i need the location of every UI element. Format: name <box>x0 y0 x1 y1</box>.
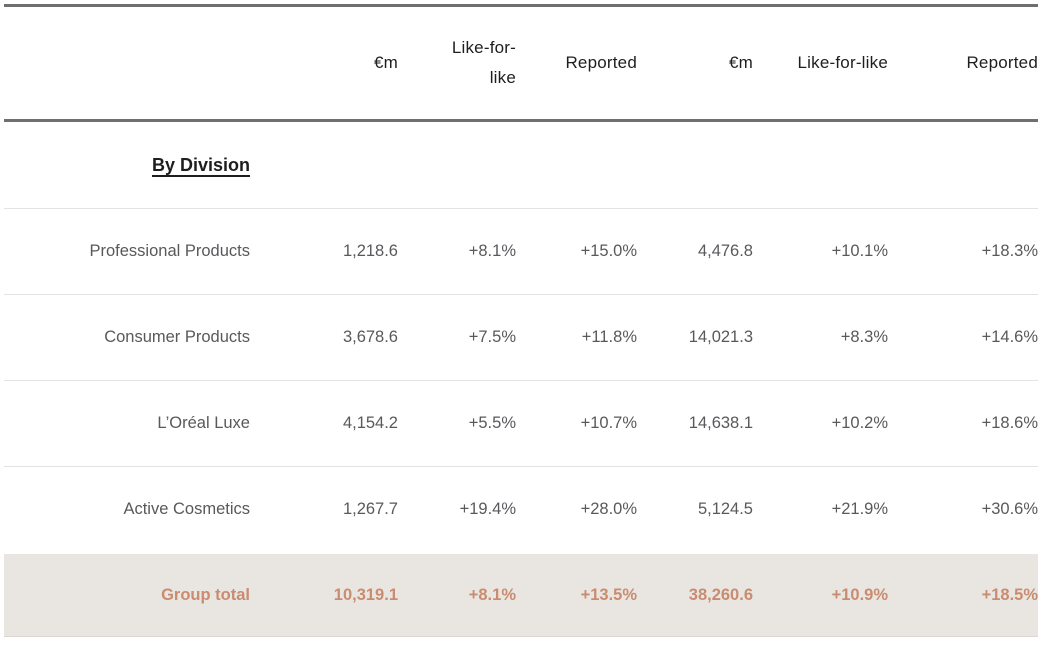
cell-lfl-q: +19.4% <box>398 466 516 554</box>
total-lfl-ytd: +10.9% <box>753 552 888 637</box>
table-row-group-total: Group total 10,319.1 +8.1% +13.5% 38,260… <box>4 552 1038 637</box>
cell-reported-ytd: +18.6% <box>888 380 1038 467</box>
cell-em-q: 3,678.6 <box>250 294 398 381</box>
row-label: L’Oréal Luxe <box>4 380 250 467</box>
section-row: By Division <box>4 120 1038 209</box>
row-label: Active Cosmetics <box>4 466 250 554</box>
cell-reported-ytd: +14.6% <box>888 294 1038 381</box>
cell-reported-ytd: +18.3% <box>888 208 1038 295</box>
cell-reported-q: +10.7% <box>516 380 637 467</box>
cell-em-q: 1,267.7 <box>250 466 398 554</box>
total-lfl-q: +8.1% <box>398 552 516 637</box>
total-em-ytd: 38,260.6 <box>637 552 753 637</box>
cell-lfl-ytd: +21.9% <box>753 466 888 554</box>
cell-lfl-q: +8.1% <box>398 208 516 295</box>
cell-em-ytd: 14,638.1 <box>637 380 753 467</box>
cell-reported-ytd: +30.6% <box>888 466 1038 554</box>
header-row: €m Like-for-like Reported €m Like-for-li… <box>4 5 1038 122</box>
cell-lfl-q: +7.5% <box>398 294 516 381</box>
sales-by-division-table: €m Like-for-like Reported €m Like-for-li… <box>4 4 1038 637</box>
cell-em-ytd: 4,476.8 <box>637 208 753 295</box>
cell-reported-q: +15.0% <box>516 208 637 295</box>
total-reported-ytd: +18.5% <box>888 552 1038 637</box>
row-label: Consumer Products <box>4 294 250 381</box>
cell-reported-q: +11.8% <box>516 294 637 381</box>
cell-em-ytd: 14,021.3 <box>637 294 753 381</box>
row-label: Professional Products <box>4 208 250 295</box>
section-filler <box>250 120 1038 209</box>
cell-lfl-ytd: +8.3% <box>753 294 888 381</box>
table-row-professional-products: Professional Products 1,218.6 +8.1% +15.… <box>4 208 1038 295</box>
cell-lfl-ytd: +10.1% <box>753 208 888 295</box>
table-row-active-cosmetics: Active Cosmetics 1,267.7 +19.4% +28.0% 5… <box>4 466 1038 554</box>
cell-lfl-ytd: +10.2% <box>753 380 888 467</box>
column-header-em-q: €m <box>250 5 398 122</box>
section-cell: By Division <box>4 120 250 209</box>
table-row-consumer-products: Consumer Products 3,678.6 +7.5% +11.8% 1… <box>4 294 1038 381</box>
cell-lfl-q: +5.5% <box>398 380 516 467</box>
column-header-reported-ytd: Reported <box>888 5 1038 122</box>
cell-em-q: 4,154.2 <box>250 380 398 467</box>
cell-em-ytd: 5,124.5 <box>637 466 753 554</box>
total-reported-q: +13.5% <box>516 552 637 637</box>
column-header-lfl-q-label: Like-for-like <box>451 38 516 87</box>
header-spacer <box>4 5 250 122</box>
column-header-lfl-ytd: Like-for-like <box>753 5 888 122</box>
total-label: Group total <box>4 552 250 637</box>
total-em-q: 10,319.1 <box>250 552 398 637</box>
column-header-reported-q: Reported <box>516 5 637 122</box>
column-header-lfl-q: Like-for-like <box>398 5 516 122</box>
cell-em-q: 1,218.6 <box>250 208 398 295</box>
column-header-em-ytd: €m <box>637 5 753 122</box>
section-title: By Division <box>151 154 250 175</box>
cell-reported-q: +28.0% <box>516 466 637 554</box>
table-row-loreal-luxe: L’Oréal Luxe 4,154.2 +5.5% +10.7% 14,638… <box>4 380 1038 467</box>
